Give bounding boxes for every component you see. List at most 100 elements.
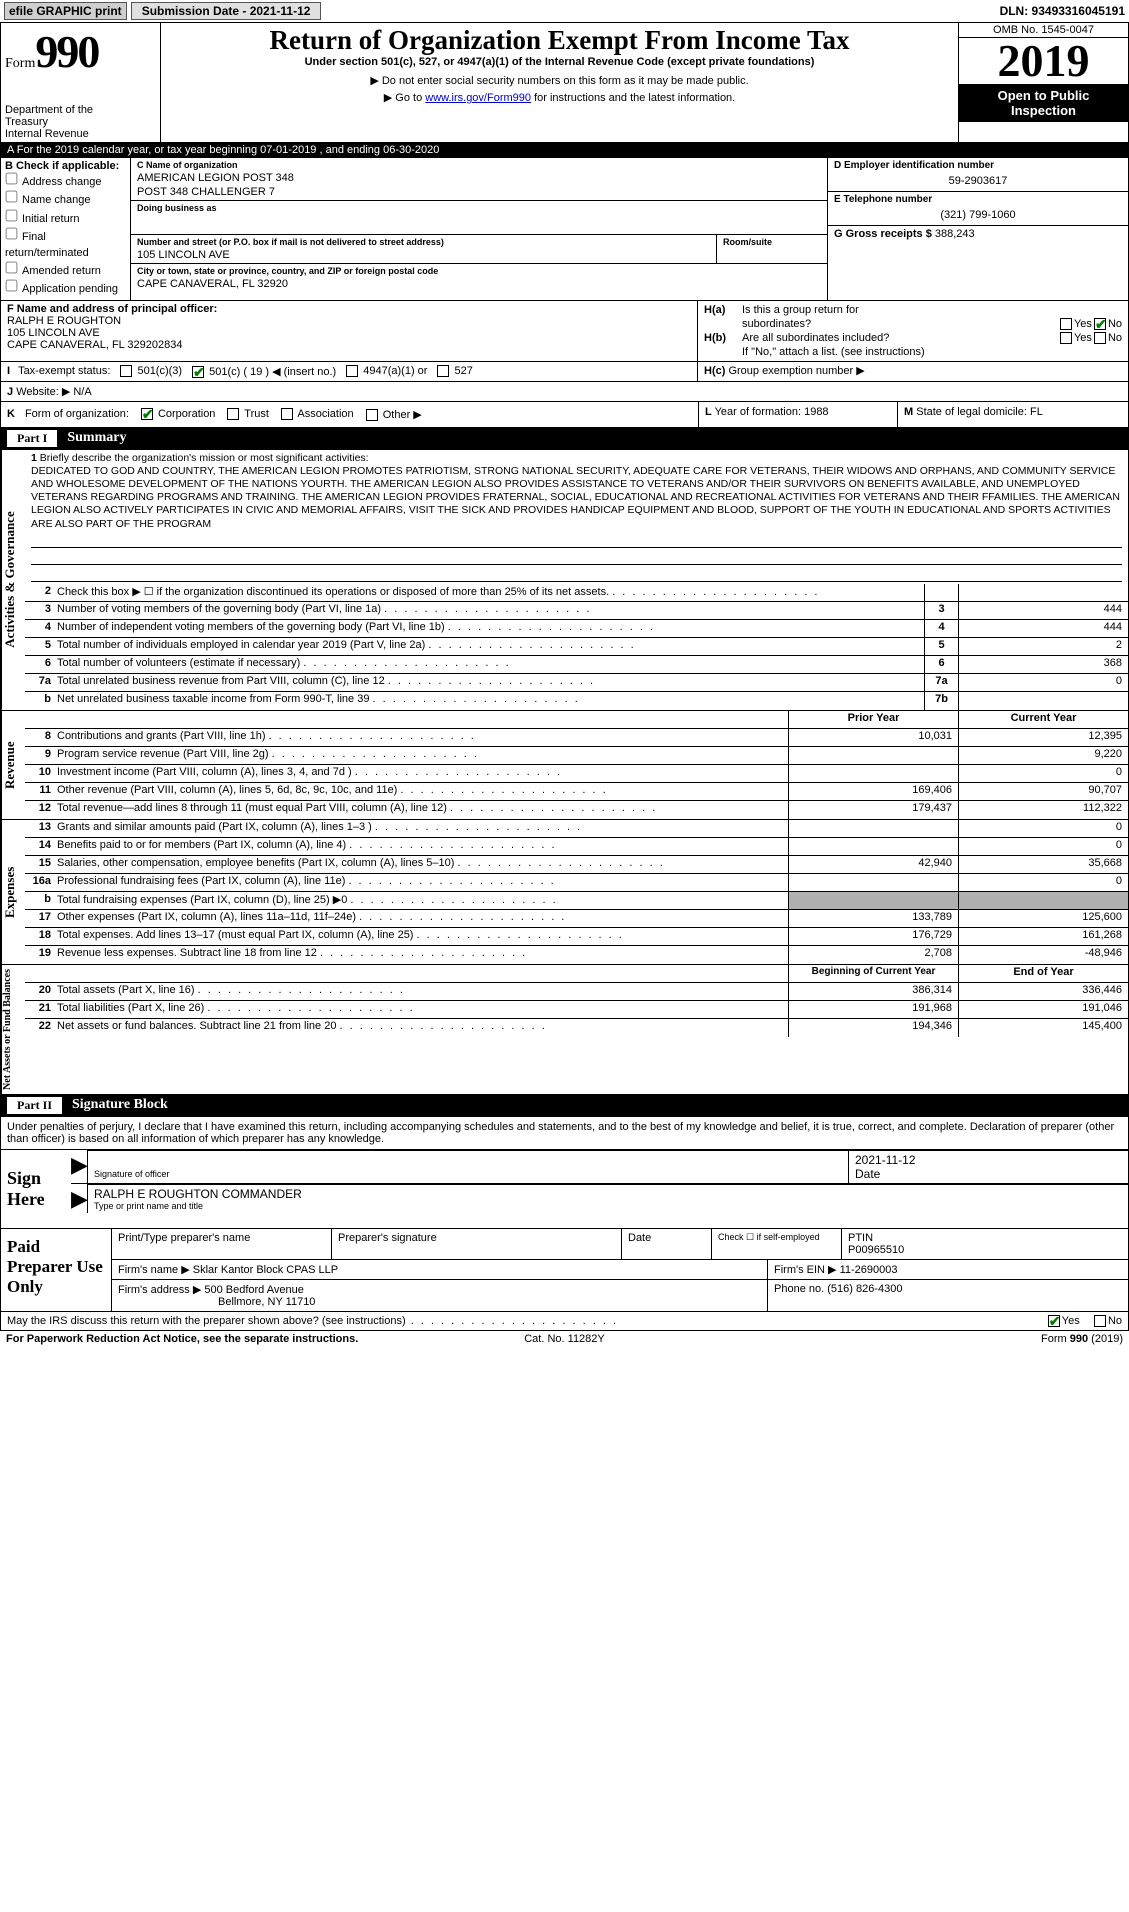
j-text: Website: ▶ [16,386,70,398]
tax-year: 2019 [959,38,1128,84]
chk-527[interactable] [437,365,449,377]
prior-year-val: 386,314 [788,983,958,1000]
prior-year-val: 176,729 [788,928,958,945]
prior-year-val [788,765,958,782]
i-text: Tax-exempt status: [18,365,110,377]
ha-text-2: subordinates? [742,318,1058,330]
entity-block: B Check if applicable: Address change Na… [0,158,1129,301]
addr-value: 105 LINCOLN AVE [137,247,710,261]
section-c: C Name of organization AMERICAN LEGION P… [131,158,828,300]
gross-receipts-label: G Gross receipts $ [834,228,932,240]
chk-other[interactable] [366,409,378,421]
section-l: L Year of formation: 1988 [698,402,898,427]
line-val: 0 [958,674,1128,691]
prior-year-val: 194,346 [788,1019,958,1037]
form-990-label: Form990 [5,25,156,78]
hb-yes-chk[interactable] [1060,332,1072,344]
part-1-header: Part I Summary [0,428,1129,450]
line-val [958,692,1128,710]
line-text: Total expenses. Add lines 13–17 (must eq… [55,928,788,945]
chk-assoc[interactable] [281,408,293,420]
hc-label: H(c) [704,365,725,377]
chk-501c[interactable] [192,366,204,378]
city-label: City or town, state or province, country… [137,266,821,276]
officer-label: F Name and address of principal officer: [7,303,691,315]
efile-button[interactable]: efile GRAPHIC print [4,2,127,20]
chk-trust[interactable] [227,408,239,420]
prep-name-label: Print/Type preparer's name [118,1232,325,1244]
line-num: 16a [25,874,55,891]
current-year-val: 90,707 [958,783,1128,800]
ptin-label: PTIN [848,1232,1122,1244]
hb-no-chk[interactable] [1094,332,1106,344]
firm-ein-label: Firm's EIN ▶ [774,1264,837,1276]
chk-initial-return[interactable]: Initial return [5,209,126,227]
chk-501c3[interactable] [120,365,132,377]
current-year-val: 112,322 [958,801,1128,819]
line-8: 8Contributions and grants (Part VIII, li… [25,729,1128,747]
line-text: Other revenue (Part VIII, column (A), li… [55,783,788,800]
net-assets-section: Net Assets or Fund Balances Beginning of… [0,965,1129,1095]
line-17: 17Other expenses (Part IX, column (A), l… [25,910,1128,928]
ha-yes-chk[interactable] [1060,318,1072,330]
chk-name-change[interactable]: Name change [5,190,126,208]
discuss-yes-chk[interactable] [1048,1315,1060,1327]
line-box: 7a [924,674,958,691]
sign-arrow-icon: ▶ [71,1150,87,1183]
goto-line: ▶ Go to www.irs.gov/Form990 for instruct… [167,91,952,104]
current-year-val: 336,446 [958,983,1128,1000]
irs-link[interactable]: www.irs.gov/Form990 [425,92,531,104]
part-1-title: Summary [67,430,126,446]
sign-arrow-icon-2: ▶ [71,1184,87,1213]
line-box: 5 [924,638,958,655]
chk-4947[interactable] [346,365,358,377]
chk-amended[interactable]: Amended return [5,261,126,279]
ha-no-chk[interactable] [1094,318,1106,330]
chk-final-return[interactable]: Final return/terminated [5,227,126,261]
calendar-year-row: A For the 2019 calendar year, or tax yea… [0,143,1129,158]
line-text: Total fundraising expenses (Part IX, col… [55,892,788,909]
current-year-val: 0 [958,838,1128,855]
prior-year-hdr: Prior Year [788,711,958,728]
line-num: 6 [25,656,55,673]
ha-yes-label: Yes [1074,318,1092,330]
line-num: b [25,892,55,909]
section-b-title: B Check if applicable: [5,160,126,172]
firm-phone-label: Phone no. [774,1283,824,1295]
page-footer: For Paperwork Reduction Act Notice, see … [0,1331,1129,1347]
opt-assoc: Association [297,408,353,420]
org-name-label: C Name of organization [137,160,821,170]
line-num: 5 [25,638,55,655]
sign-here-label: Sign Here [1,1150,71,1228]
prior-year-val: 169,406 [788,783,958,800]
hb-no-label: No [1108,332,1122,344]
chk-corp[interactable] [141,408,153,420]
officer-name-label: Type or print name and title [94,1201,1122,1211]
line-box: 4 [924,620,958,637]
open-line-1: Open to Public [961,88,1126,103]
line-text: Number of independent voting members of … [55,620,924,637]
city-value: CAPE CANAVERAL, FL 32920 [137,276,821,290]
line-box: 6 [924,656,958,673]
submission-date-button[interactable]: Submission Date - 2021-11-12 [131,2,322,20]
firm-addr-2: Bellmore, NY 11710 [218,1296,315,1308]
signature-intro: Under penalties of perjury, I declare th… [0,1117,1129,1150]
line-14: 14Benefits paid to or for members (Part … [25,838,1128,856]
m-text: State of legal domicile: [916,406,1027,418]
end-year-hdr: End of Year [958,965,1128,982]
open-to-public: Open to Public Inspection [959,84,1128,122]
line-num: 17 [25,910,55,927]
sig-date-value: 2021-11-12 [855,1153,1122,1167]
line-16a: 16aProfessional fundraising fees (Part I… [25,874,1128,892]
line-text: Investment income (Part VIII, column (A)… [55,765,788,782]
line-text: Total liabilities (Part X, line 26) [55,1001,788,1018]
chk-application-pending[interactable]: Application pending [5,279,126,297]
line-num: 12 [25,801,55,819]
discuss-no-chk[interactable] [1094,1315,1106,1327]
chk-address-change[interactable]: Address change [5,172,126,190]
line-num: 19 [25,946,55,964]
firm-name: Sklar Kantor Block CPAS LLP [193,1264,338,1276]
prior-year-val: 133,789 [788,910,958,927]
line-num: b [25,692,55,710]
current-year-val: 0 [958,874,1128,891]
